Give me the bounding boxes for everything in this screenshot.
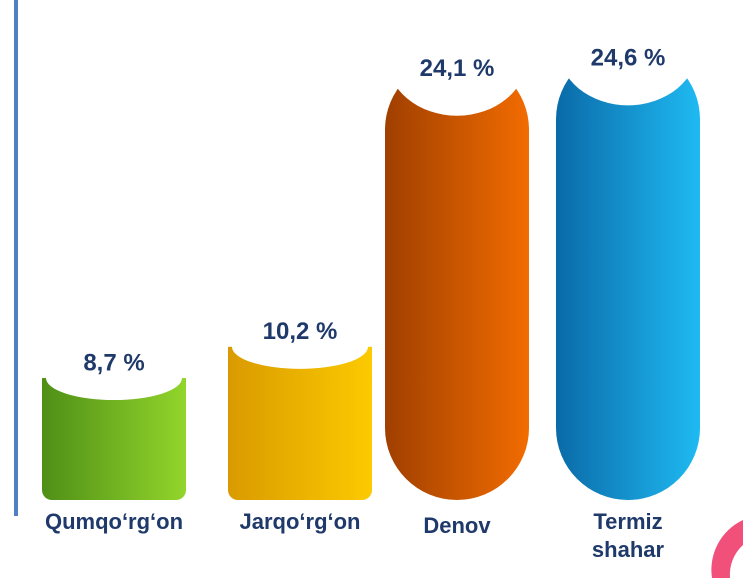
bar [556, 47, 700, 500]
bar [228, 346, 372, 500]
bar-cap [232, 324, 368, 369]
bar [42, 378, 186, 500]
bar-cap [558, 0, 698, 106]
category-label: Qumqo‘rg‘on [44, 509, 184, 534]
axis-line [14, 0, 18, 516]
value-label: 10,2 % [263, 318, 338, 345]
bar-cap [387, 0, 527, 116]
decoration [711, 520, 743, 578]
value-label: 24,6 % [591, 45, 666, 72]
category-label: Jarqo‘rg‘on [239, 509, 361, 534]
value-label: 8,7 % [83, 349, 144, 376]
category-label: Denov [423, 513, 491, 538]
value-label: 24,1 % [420, 55, 495, 82]
category-label: Termiz shahar [591, 509, 665, 562]
bar [385, 57, 529, 500]
bar-cap [46, 356, 182, 401]
